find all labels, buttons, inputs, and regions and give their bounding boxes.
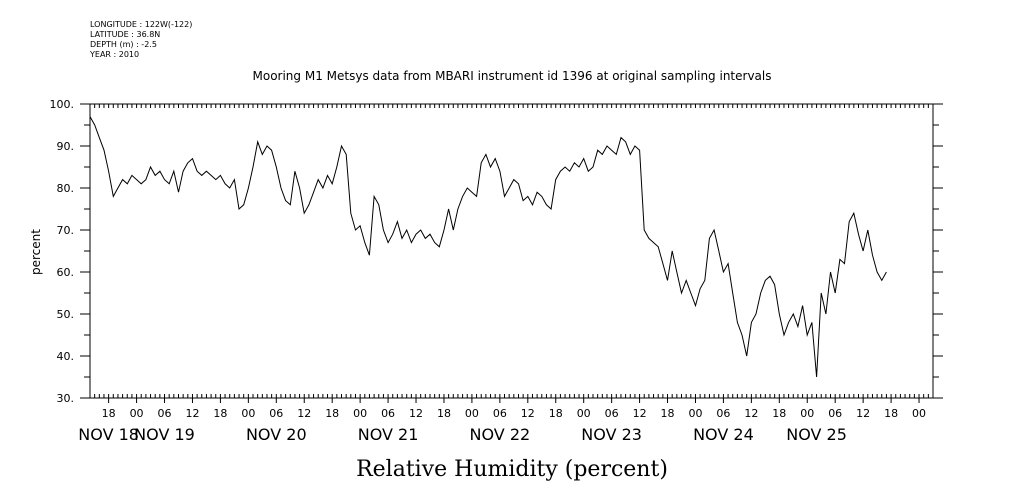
x-day-label: NOV 18	[78, 425, 139, 444]
y-tick-label: 80.	[57, 182, 75, 195]
x-tick-label: 00	[800, 407, 814, 420]
x-tick-label: 12	[744, 407, 758, 420]
axis-labels: 18 00 06 12 18 00 06 12 18 00 06 12 18 00 06 12 18 00 06 12…	[50, 98, 927, 444]
chart-title: Mooring M1 Metsys data from MBARI instru…	[253, 69, 772, 83]
x-tick-label: 06	[381, 407, 395, 420]
x-tick-label: 00	[912, 407, 926, 420]
x-tick-label: 00	[688, 407, 702, 420]
x-tick-label: 18	[884, 407, 898, 420]
x-tick-label: 00	[577, 407, 591, 420]
x-tick-label: 18	[661, 407, 675, 420]
x-tick-label: 00	[353, 407, 367, 420]
series-group	[89, 116, 887, 378]
x-tick-label: 12	[633, 407, 647, 420]
x-tick-label: 12	[521, 407, 535, 420]
x-tick-label: 06	[158, 407, 172, 420]
meta-depth: DEPTH (m) : -2.5	[90, 40, 157, 49]
x-day-label: NOV 24	[693, 425, 754, 444]
y-tick-label: 50.	[57, 308, 75, 321]
x-tick-label: 00	[130, 407, 144, 420]
humidity-series-line	[89, 116, 887, 378]
meta-latitude: LATITUDE : 36.8N	[90, 30, 161, 39]
x-tick-label: 18	[325, 407, 339, 420]
x-tick-label: 06	[828, 407, 842, 420]
x-axis-label: Relative Humidity (percent)	[356, 457, 668, 482]
x-tick-label: 12	[297, 407, 311, 420]
x-tick-label: 18	[102, 407, 116, 420]
y-tick-label: 60.	[57, 266, 75, 279]
y-tick-label: 70.	[57, 224, 75, 237]
metadata-block: LONGITUDE : 122W(-122) LATITUDE : 36.8N …	[90, 20, 192, 60]
x-tick-label: 18	[437, 407, 451, 420]
y-axis-label: percent	[29, 229, 43, 275]
x-day-label: NOV 25	[786, 425, 847, 444]
x-tick-label: 12	[409, 407, 423, 420]
x-tick-label: 06	[605, 407, 619, 420]
x-tick-label: 12	[185, 407, 199, 420]
x-day-label: NOV 22	[470, 425, 531, 444]
x-tick-label: 06	[269, 407, 283, 420]
y-tick-label: 30.	[57, 392, 75, 405]
x-day-label: NOV 21	[358, 425, 419, 444]
x-tick-label: 12	[856, 407, 870, 420]
meta-longitude: LONGITUDE : 122W(-122)	[90, 20, 193, 29]
x-tick-label: 18	[549, 407, 563, 420]
x-tick-label: 06	[716, 407, 730, 420]
x-day-label: NOV 20	[246, 425, 307, 444]
x-tick-label: 18	[772, 407, 786, 420]
x-tick-label: 18	[213, 407, 227, 420]
axis-ticks	[80, 103, 943, 403]
y-tick-label: 100.	[50, 98, 75, 111]
x-tick-label: 00	[241, 407, 255, 420]
plot-frame	[89, 103, 934, 399]
x-day-label: NOV 23	[581, 425, 642, 444]
y-tick-label: 40.	[57, 350, 75, 363]
meta-year: YEAR : 2010	[90, 50, 140, 59]
x-tick-label: 00	[465, 407, 479, 420]
y-tick-label: 90.	[57, 140, 75, 153]
x-tick-label: 06	[493, 407, 507, 420]
x-day-label: NOV 19	[134, 425, 195, 444]
